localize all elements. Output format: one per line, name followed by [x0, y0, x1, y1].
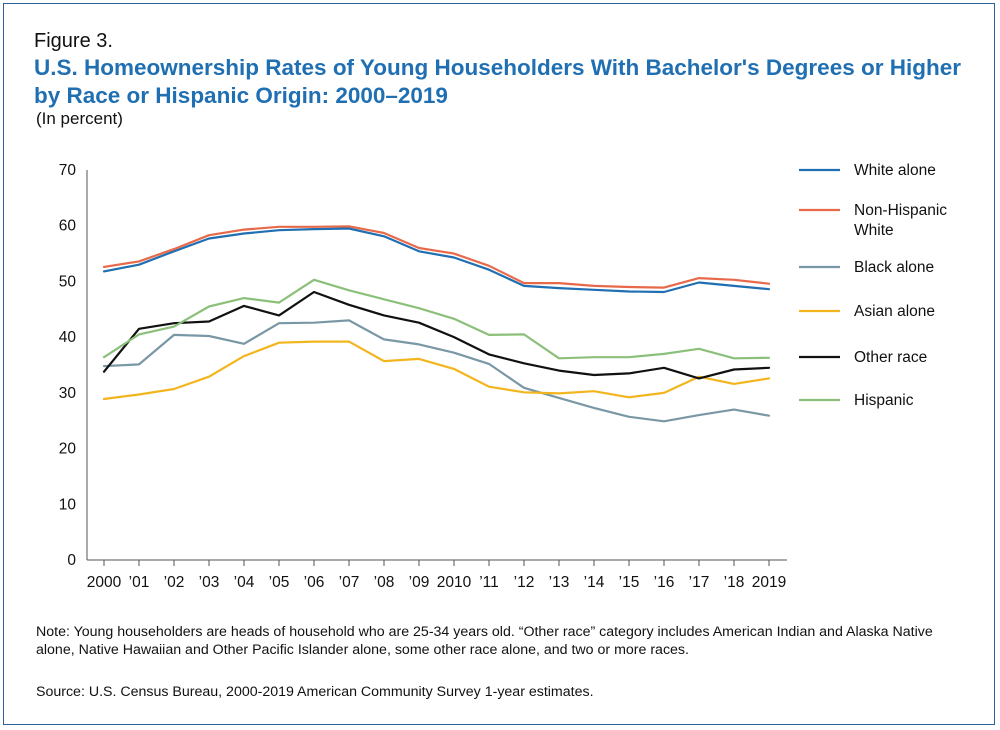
x-tick-label: ’15 [619, 574, 640, 591]
y-tick-label: 70 [59, 162, 77, 179]
x-tick-label: ’18 [724, 574, 745, 591]
chart-source: Source: U.S. Census Bureau, 2000-2019 Am… [36, 684, 594, 700]
legend-label-black-alone: Black alone [854, 259, 934, 276]
x-tick-label: ’09 [409, 574, 430, 591]
chart-series-lines [102, 225, 771, 423]
figure-label: Figure 3. [34, 30, 113, 52]
x-tick-label: ’04 [234, 574, 255, 591]
y-tick-label: 40 [59, 329, 77, 346]
legend-label-hispanic: Hispanic [854, 392, 914, 409]
x-tick-label: 2000 [87, 574, 122, 591]
chart-subtitle: (In percent) [36, 109, 123, 128]
legend-label-non-hispanic-white: Non-Hispanic [854, 202, 947, 219]
chart-title: U.S. Homeownership Rates of Young Househ… [34, 55, 961, 108]
x-tick-label: ’11 [479, 574, 499, 591]
x-tick-label: ’07 [339, 574, 360, 591]
x-tick-label: ’13 [549, 574, 570, 591]
series-line-other-race [102, 290, 771, 380]
legend-label-white-alone: White alone [854, 162, 936, 179]
x-tick-label: ’02 [164, 574, 185, 591]
chart-note: Note: Young householders are heads of ho… [36, 624, 933, 658]
x-tick-label: ’17 [689, 574, 710, 591]
x-tick-label: ’05 [269, 574, 290, 591]
series-line-white-alone [102, 227, 771, 294]
chart-ticks: 0 10 20 30 40 50 60 70 2000 ’01 ’02 ’03 ’04 ’05 ’06 ’07… [59, 162, 786, 591]
y-tick-label: 50 [59, 273, 77, 290]
legend-label-asian-alone: Asian alone [854, 303, 935, 320]
y-tick-label: 20 [59, 441, 77, 458]
x-tick-label: ’01 [129, 574, 150, 591]
x-tick-label: ’16 [654, 574, 675, 591]
series-line-asian-alone [102, 340, 771, 401]
series-line-black-alone [102, 319, 771, 423]
y-tick-label: 0 [67, 552, 76, 569]
y-tick-label: 60 [59, 218, 77, 235]
legend-label-non-hispanic-white: White [854, 222, 894, 239]
legend-label-other-race: Other race [854, 349, 927, 366]
y-tick-label: 10 [59, 496, 77, 513]
y-tick-label: 30 [59, 385, 77, 402]
chart-legend: White alone Non-Hispanic White Black alone A… [799, 162, 947, 409]
series-line-hispanic [102, 278, 771, 360]
figure-frame [3, 3, 995, 725]
x-tick-label: ’08 [374, 574, 395, 591]
x-tick-label: 2019 [752, 574, 786, 591]
series-line-non-hispanic-white [102, 225, 771, 289]
chart-axes [86, 170, 787, 561]
x-tick-label: ’03 [199, 574, 220, 591]
x-tick-label: ’14 [584, 574, 605, 591]
x-tick-label: 2010 [437, 574, 472, 591]
x-tick-label: ’06 [304, 574, 325, 591]
x-tick-label: ’12 [514, 574, 535, 591]
